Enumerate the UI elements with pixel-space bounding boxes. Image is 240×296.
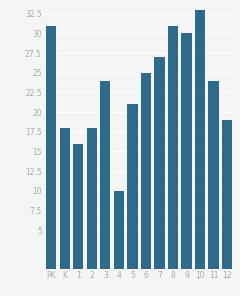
Bar: [60, 128, 70, 269]
Bar: [154, 57, 165, 269]
Bar: [114, 191, 124, 269]
Bar: [73, 144, 84, 269]
Bar: [127, 104, 138, 269]
Bar: [181, 33, 192, 269]
Bar: [168, 25, 178, 269]
Bar: [222, 120, 232, 269]
Bar: [100, 81, 110, 269]
Bar: [141, 73, 151, 269]
Bar: [209, 81, 219, 269]
Bar: [195, 10, 205, 269]
Bar: [87, 128, 97, 269]
Bar: [46, 25, 56, 269]
